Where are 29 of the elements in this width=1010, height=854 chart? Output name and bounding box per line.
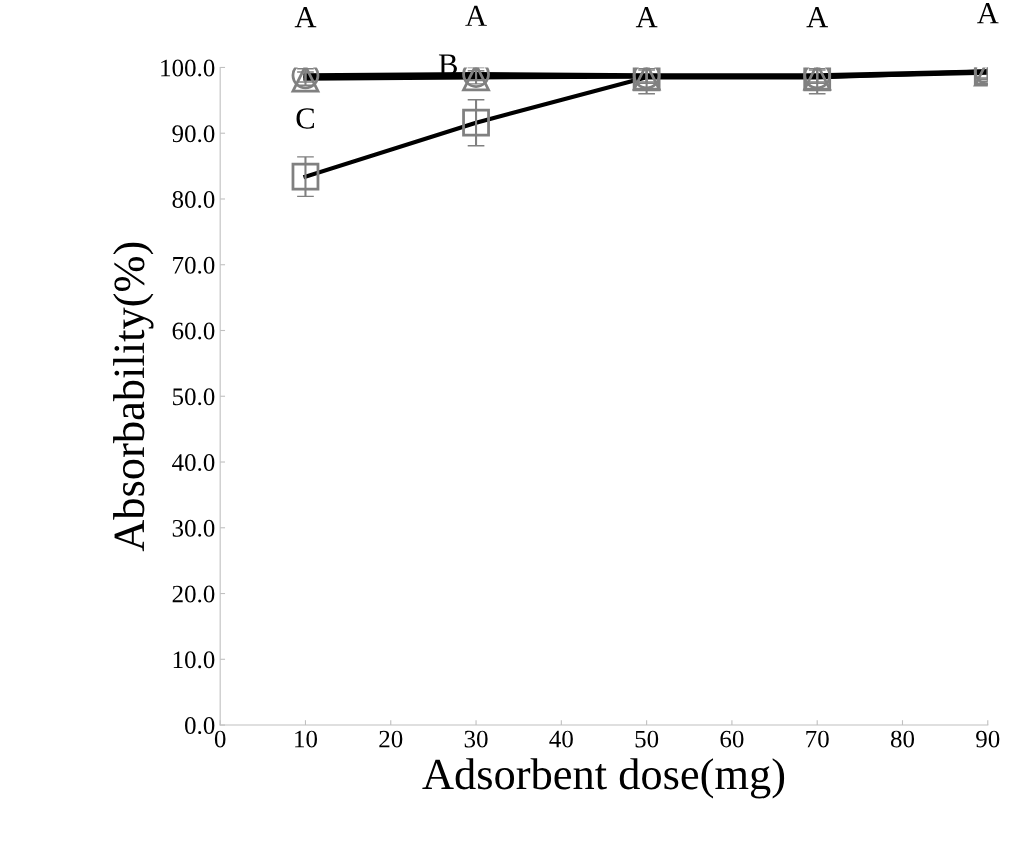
y-tick-label: 70.0	[173, 256, 215, 274]
annotation: A	[635, 6, 658, 28]
y-tick-label: 90.0	[172, 125, 215, 143]
y-tick-label: 10.0	[173, 651, 215, 669]
annotation: C	[296, 108, 314, 129]
x-tick-label: 70	[806, 730, 829, 748]
x-tick-label: 50	[635, 730, 659, 748]
annotation: A	[465, 5, 487, 26]
y-tick-label: 30.0	[172, 519, 215, 537]
y-tick-label: 40.0	[172, 454, 215, 472]
x-tick-label: 30	[464, 730, 488, 748]
y-tick-label: 20.0	[172, 585, 215, 603]
annotation: A	[806, 6, 829, 28]
y-tick-label: 0.0	[185, 717, 215, 735]
x-tick-label: 10	[295, 730, 318, 748]
annotation: A	[977, 3, 999, 24]
annotation: A	[294, 6, 317, 28]
x-tick-label: 40	[549, 730, 573, 748]
y-tick-label: 100.0	[161, 59, 215, 77]
x-tick-label: 90	[976, 730, 1000, 748]
y-tick-label: 60.0	[172, 322, 215, 340]
x-tick-label: 80	[890, 730, 915, 748]
x-tick-label: 60	[720, 730, 744, 748]
x-tick-label: 20	[379, 730, 403, 748]
y-tick-label: 50.0	[173, 388, 215, 406]
x-tick-label: 0	[214, 730, 226, 748]
x-axis-title: Adsorbent dose(mg)	[422, 758, 785, 799]
y-tick-label: 80.0	[172, 191, 215, 209]
y-axis-title: Absorbability(%)	[113, 242, 154, 552]
